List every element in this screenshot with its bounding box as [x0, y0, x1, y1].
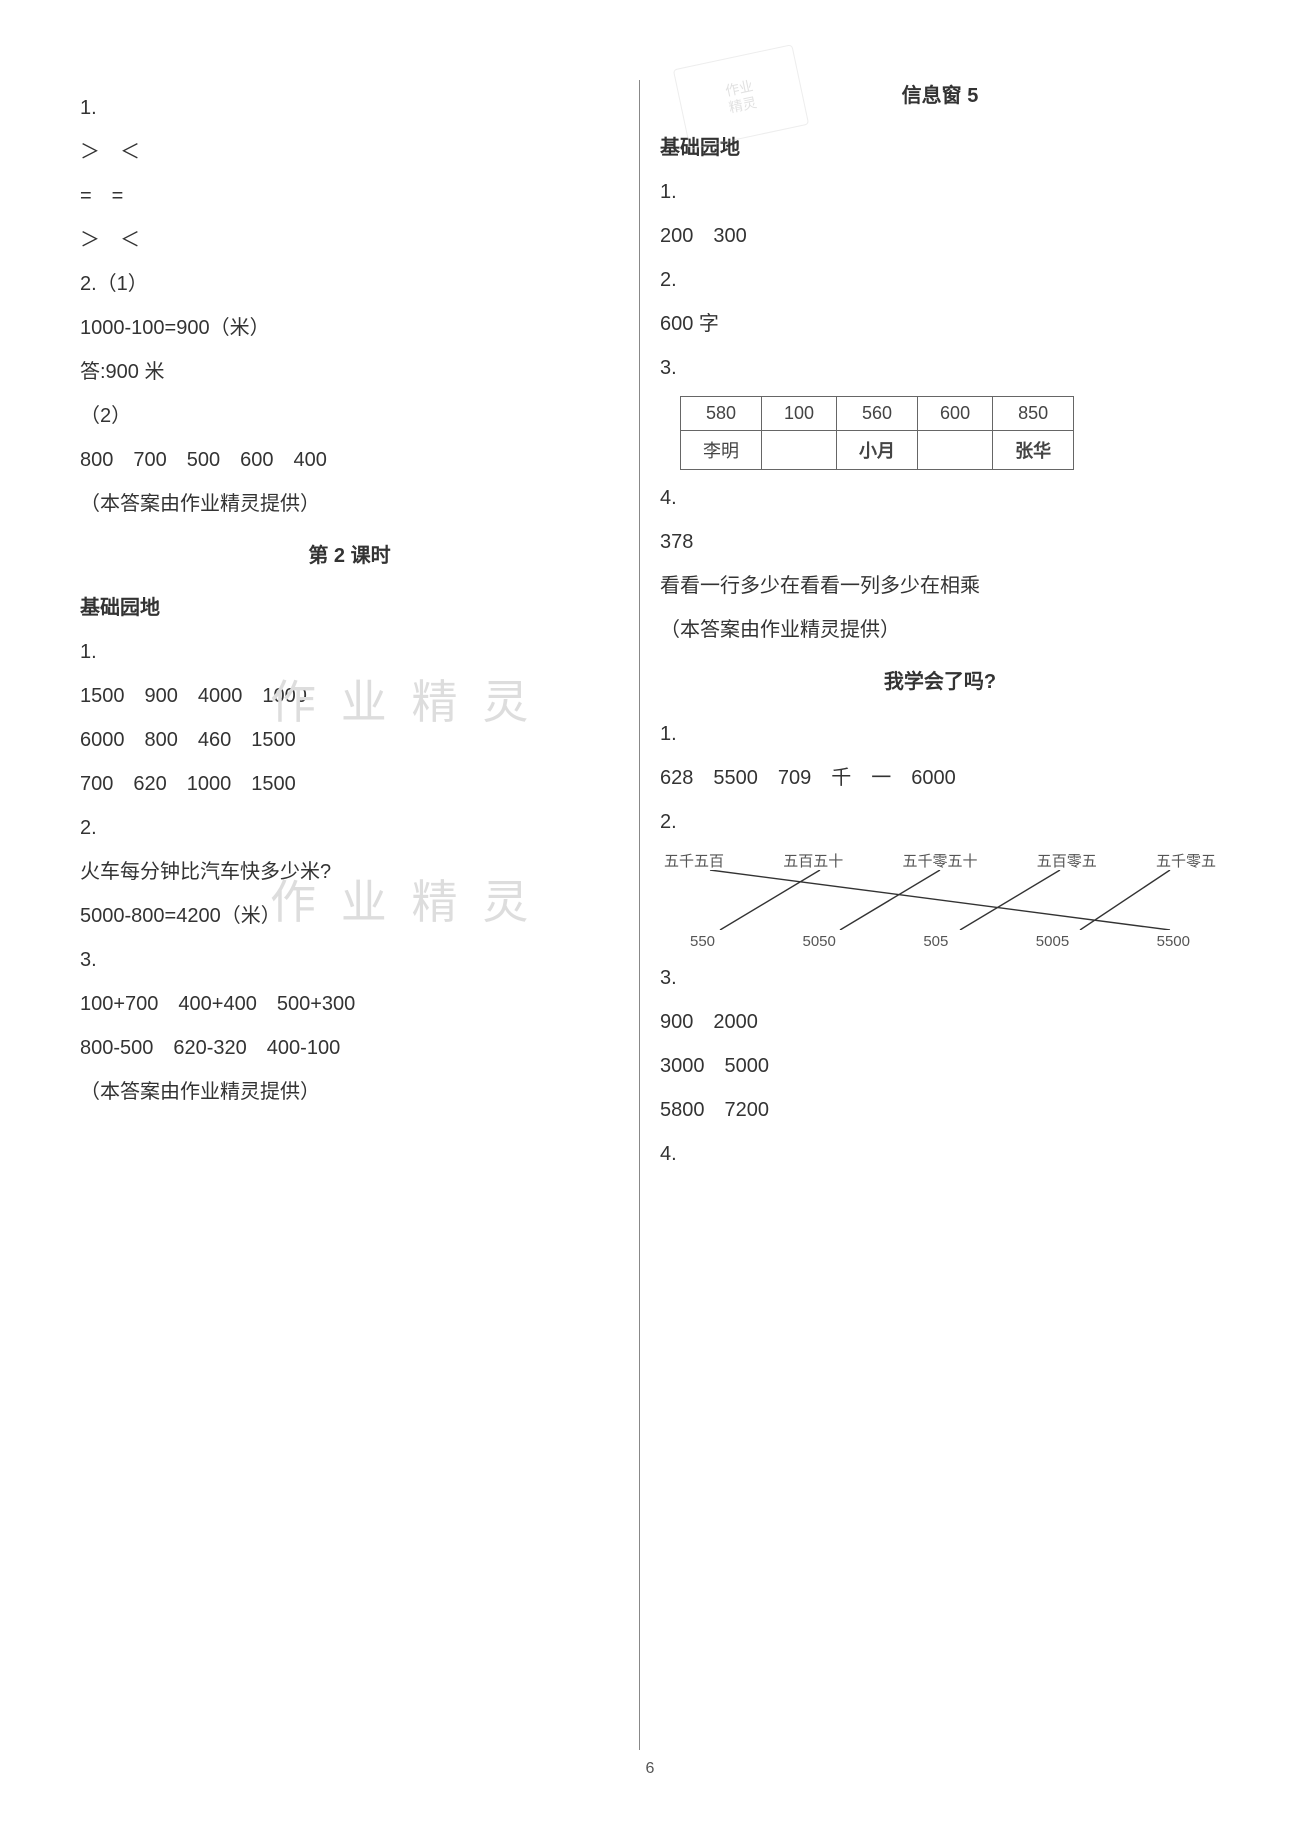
l2-q3-label: 3.	[80, 944, 619, 976]
w-q4-label: 4.	[660, 1138, 1220, 1170]
match-bot-item: 5500	[1157, 933, 1190, 950]
q2-label: 2.（1）	[80, 268, 619, 300]
page: 作业 精灵 1. ＞ ＜ = = ＞ ＜ 2.（1） 1000-100=900（…	[0, 0, 1300, 1838]
q1-row1: ＞ ＜	[80, 136, 619, 168]
q2-nums: 800 700 500 600 400	[80, 444, 619, 476]
matching-diagram: 五千五百 五百五十 五千零五十 五百零五 五千零五 550 5050 505 5…	[660, 850, 1220, 950]
l2-q1-row1: 1500 900 4000 1000	[80, 680, 619, 712]
l2-q1-label: 1.	[80, 636, 619, 668]
r-q4-val: 378	[660, 526, 1220, 558]
w-q3-row3: 5800 7200	[660, 1094, 1220, 1126]
match-bot-item: 505	[923, 933, 948, 950]
match-bottom-row: 550 5050 505 5005 5500	[660, 933, 1220, 950]
table-cell: 李明	[681, 431, 762, 470]
w-q2-label: 2.	[660, 806, 1220, 838]
w-q1-label: 1.	[660, 718, 1220, 750]
credit-2: （本答案由作业精灵提供）	[80, 1076, 619, 1108]
q2-ans: 答:900 米	[80, 356, 619, 388]
r-q3-label: 3.	[660, 352, 1220, 384]
table-cell: 张华	[993, 431, 1074, 470]
table-cell	[762, 431, 837, 470]
q2-part2: （2）	[80, 400, 619, 432]
heading-lesson-2: 第 2 课时	[80, 540, 619, 572]
l2-q3-row2: 800-500 620-320 400-100	[80, 1032, 619, 1064]
table-cell: 560	[837, 397, 918, 431]
match-top-item: 五百五十	[783, 850, 843, 871]
table-row: 580 100 560 600 850	[681, 397, 1074, 431]
r-q2-val: 600 字	[660, 308, 1220, 340]
match-top-item: 五千五百	[664, 850, 724, 871]
q1-row3: ＞ ＜	[80, 224, 619, 256]
left-column: 1. ＞ ＜ = = ＞ ＜ 2.（1） 1000-100=900（米） 答:9…	[60, 70, 639, 1750]
credit-3: （本答案由作业精灵提供）	[660, 614, 1220, 646]
w-q3-row1: 900 2000	[660, 1006, 1220, 1038]
right-column: 信息窗 5 基础园地 1. 200 300 2. 600 字 3. 580 10…	[640, 70, 1240, 1750]
match-top-item: 五千零五十	[902, 850, 977, 871]
page-number: 6	[60, 1760, 1240, 1778]
l2-q2-eq: 5000-800=4200（米）	[80, 900, 619, 932]
table-cell: 100	[762, 397, 837, 431]
table-cell: 600	[918, 397, 993, 431]
table-cell: 850	[993, 397, 1074, 431]
answer-table: 580 100 560 600 850 李明 小月 张华	[680, 396, 1074, 470]
w-q1-vals: 628 5500 709 千 一 6000	[660, 762, 1220, 794]
l2-q2-text: 火车每分钟比汽车快多少米?	[80, 856, 619, 888]
q1-label: 1.	[80, 92, 619, 124]
l2-q1-row3: 700 620 1000 1500	[80, 768, 619, 800]
l2-q2-block: 火车每分钟比汽车快多少米? 5000-800=4200（米） 作 业 精 灵	[80, 856, 619, 932]
match-bot-item: 550	[690, 933, 715, 950]
match-top-item: 五千零五	[1156, 850, 1216, 871]
match-bot-item: 5005	[1036, 933, 1069, 950]
match-top-row: 五千五百 五百五十 五千零五十 五百零五 五千零五	[660, 850, 1220, 871]
r-q2-label: 2.	[660, 264, 1220, 296]
match-lines-svg	[660, 870, 1220, 930]
l2-q2-label: 2.	[80, 812, 619, 844]
match-bot-item: 5050	[802, 933, 835, 950]
w-q3-row2: 3000 5000	[660, 1050, 1220, 1082]
r-q1-label: 1.	[660, 176, 1220, 208]
table-cell	[918, 431, 993, 470]
two-column-layout: 1. ＞ ＜ = = ＞ ＜ 2.（1） 1000-100=900（米） 答:9…	[60, 70, 1240, 1750]
l2-q1-row2: 6000 800 460 1500	[80, 724, 619, 756]
q1-row2: = =	[80, 180, 619, 212]
r-q4-text: 看看一行多少在看看一列多少在相乘	[660, 570, 1220, 602]
r-q4-label: 4.	[660, 482, 1220, 514]
table-cell: 580	[681, 397, 762, 431]
table-row: 李明 小月 张华	[681, 431, 1074, 470]
section-jcyd-left: 基础园地	[80, 592, 619, 624]
heading-wxhlm: 我学会了吗?	[660, 666, 1220, 698]
credit-1: （本答案由作业精灵提供）	[80, 488, 619, 520]
w-q3-label: 3.	[660, 962, 1220, 994]
l2-block: 1. 1500 900 4000 1000 6000 800 460 1500 …	[80, 636, 619, 800]
r-q1-vals: 200 300	[660, 220, 1220, 252]
l2-q3-row1: 100+700 400+400 500+300	[80, 988, 619, 1020]
table-cell: 小月	[837, 431, 918, 470]
q2-eq: 1000-100=900（米）	[80, 312, 619, 344]
match-top-item: 五百零五	[1037, 850, 1097, 871]
